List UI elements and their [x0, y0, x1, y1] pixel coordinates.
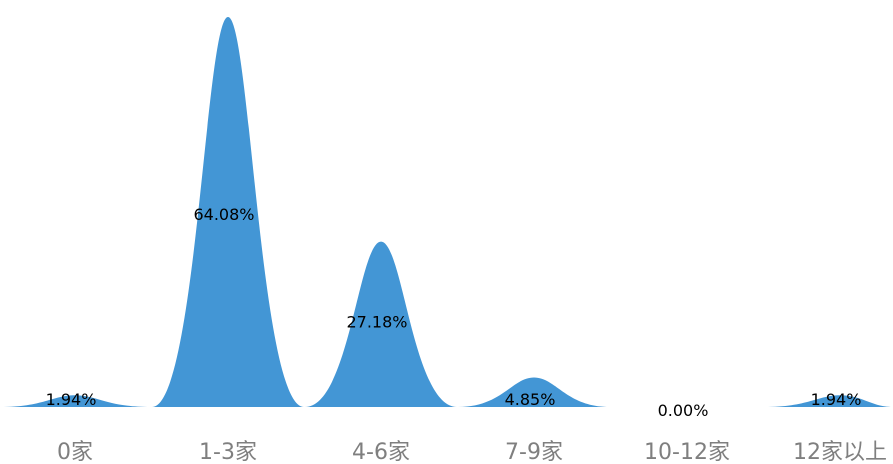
data-label-6: 1.94%: [811, 390, 862, 409]
data-label-1: 1.94%: [46, 390, 97, 409]
x-tick-label-3: 4-6家: [352, 440, 410, 464]
data-label-2: 64.08%: [193, 205, 254, 224]
x-tick-label-5: 10-12家: [644, 440, 730, 464]
x-tick-label-6: 12家以上: [793, 440, 887, 464]
x-axis-tick-labels: 0家 1-3家 4-6家 7-9家 10-12家 12家以上: [57, 440, 887, 464]
peak-1: [0, 395, 151, 407]
data-labels: 1.94% 64.08% 27.18% 4.85% 0.00% 1.94%: [46, 205, 862, 420]
data-label-3: 27.18%: [346, 313, 407, 332]
peak-4: [458, 377, 610, 407]
peak-6: [764, 395, 893, 407]
data-label-5: 0.00%: [658, 401, 709, 420]
data-label-4: 4.85%: [505, 390, 556, 409]
x-tick-label-2: 1-3家: [199, 440, 257, 464]
x-tick-label-1: 0家: [57, 440, 93, 464]
x-tick-label-4: 7-9家: [505, 440, 563, 464]
peak-3: [305, 241, 457, 407]
peak-2: [152, 17, 304, 407]
peak-series: [0, 17, 893, 407]
